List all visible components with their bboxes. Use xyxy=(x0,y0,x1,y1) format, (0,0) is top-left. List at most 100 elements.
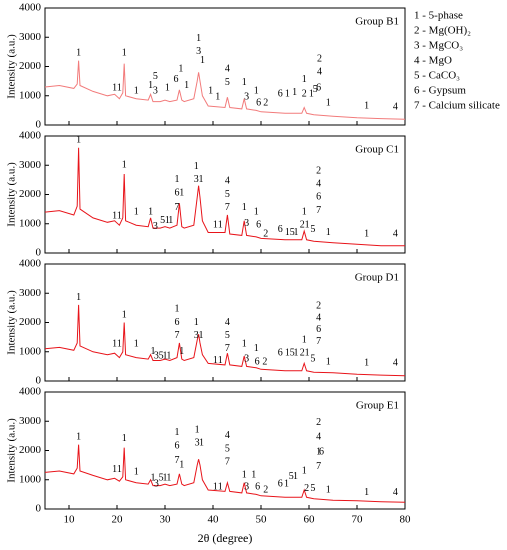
peak-label: 1 xyxy=(364,358,369,369)
peak-label: 1 xyxy=(122,48,127,59)
peak-label: 1 xyxy=(213,220,218,231)
xrd-line xyxy=(44,60,406,120)
peak-label: 1 xyxy=(117,83,122,94)
peak-label: 6 xyxy=(174,74,179,85)
legend-entry: 2 - Mg(OH)₂ xyxy=(414,25,471,37)
peak-label: 1 xyxy=(122,433,127,444)
peak-label: 1 xyxy=(364,228,369,239)
y-axis-label: Intensity (a.u.) xyxy=(6,290,18,355)
peak-label: 3 xyxy=(244,218,249,229)
group-label: Group C1 xyxy=(355,144,399,156)
group-label: Group E1 xyxy=(356,400,399,412)
peak-label: 6 xyxy=(278,89,283,100)
legend-entry: 4 - MgO xyxy=(414,55,452,67)
peak-label: 1 xyxy=(254,343,259,354)
peak-label: 1 xyxy=(251,470,256,481)
peak-label: 1 xyxy=(175,427,180,438)
peak-label: 4 xyxy=(393,487,398,498)
xrd-line xyxy=(44,304,406,377)
peak-label: 1 xyxy=(166,473,171,484)
peak-label: 1 xyxy=(285,348,290,359)
peak-label: 5 xyxy=(290,227,295,238)
peak-label: 5 xyxy=(225,77,230,88)
peak-label: 1 xyxy=(178,64,183,75)
peak-label: 4 xyxy=(225,430,230,441)
peak-label: 1 xyxy=(134,86,139,97)
peak-label: 1 xyxy=(213,481,218,492)
peak-label: 1 xyxy=(122,309,127,320)
peak-label: 1 xyxy=(179,459,184,470)
peak-label: 5 xyxy=(159,473,164,484)
peak-label: 2 xyxy=(304,483,309,494)
peak-label: 1 xyxy=(76,432,81,443)
peak-label: 1 xyxy=(194,317,199,328)
peak-label: 3 xyxy=(153,221,158,232)
xrd-line xyxy=(44,147,405,247)
peak-label: 1 xyxy=(175,174,180,185)
peak-label: 6 xyxy=(316,192,321,203)
y-tick-label: 2000 xyxy=(19,188,42,200)
peak-label: 1 xyxy=(215,92,220,103)
y-axis-label: Intensity (a.u.) xyxy=(6,34,18,99)
peak-label: 1 xyxy=(302,74,307,85)
peak-label: 2 xyxy=(300,220,305,231)
peak-label: 2 xyxy=(263,97,268,108)
peak-label: 1 xyxy=(326,356,331,367)
peak-label: 1 xyxy=(134,206,139,217)
peak-label: 1 xyxy=(218,481,223,492)
peak-label: 1 xyxy=(364,100,369,111)
peak-label: 6 xyxy=(256,220,261,231)
peak-label: 1 xyxy=(76,135,81,146)
peak-label: 1 xyxy=(199,330,204,341)
peak-label: 7 xyxy=(225,456,230,467)
peak-label: 1 xyxy=(179,346,184,357)
peak-label: 1 xyxy=(242,202,247,213)
peak-label: 5 xyxy=(290,348,295,359)
xrd-line xyxy=(44,444,406,503)
peak-label: 1 xyxy=(112,464,117,475)
peak-label: 1 xyxy=(309,89,314,100)
x-axis-label: 2θ (degree) xyxy=(198,531,253,545)
peak-label: 1 xyxy=(254,86,259,97)
x-tick-label: 50 xyxy=(256,514,268,526)
peak-label: 1 xyxy=(326,484,331,495)
peak-label: 1 xyxy=(200,55,205,66)
y-tick-label: 4000 xyxy=(19,2,42,14)
peak-label: 6 xyxy=(255,356,260,367)
peak-label: 1 xyxy=(213,355,218,366)
peak-label: 7 xyxy=(316,336,321,347)
y-tick-label: 2000 xyxy=(19,60,42,72)
peak-label: 6 xyxy=(255,481,260,492)
peak-label: 4 xyxy=(317,67,322,78)
peak-label: 7 xyxy=(225,343,230,354)
peak-label: 1 xyxy=(199,174,204,185)
peak-label: 7 xyxy=(175,202,180,213)
peak-label: 6 xyxy=(175,440,180,451)
peak-label: 1 xyxy=(242,339,247,350)
peak-label: 1 xyxy=(196,33,201,44)
y-tick-label: 4000 xyxy=(19,258,42,270)
peak-label: 1 xyxy=(302,206,307,217)
peak-label: 4 xyxy=(225,317,230,328)
peak-label: 1 xyxy=(326,97,331,108)
peak-label: 1 xyxy=(302,465,307,476)
peak-label: 3 xyxy=(196,46,201,57)
peak-label: 1 xyxy=(166,350,171,361)
peak-label: 2 xyxy=(317,53,322,64)
x-tick-label: 40 xyxy=(208,514,220,526)
peak-label: 1 xyxy=(199,437,204,448)
peak-label: 1 xyxy=(292,87,297,98)
peak-label: 4 xyxy=(225,176,230,187)
y-tick-label: 3000 xyxy=(19,31,42,43)
y-tick-label: 1000 xyxy=(19,89,42,101)
peak-label: 1 xyxy=(112,211,117,222)
y-axis-label: Intensity (a.u.) xyxy=(6,418,18,483)
x-tick-label: 30 xyxy=(160,514,172,526)
peak-label: 5 xyxy=(310,353,315,364)
peak-label: 1 xyxy=(254,206,259,217)
peak-label: 6 xyxy=(278,478,283,489)
y-tick-label: 1000 xyxy=(19,217,42,229)
peak-label: 4 xyxy=(316,432,321,443)
peak-label: 3 xyxy=(154,478,159,489)
